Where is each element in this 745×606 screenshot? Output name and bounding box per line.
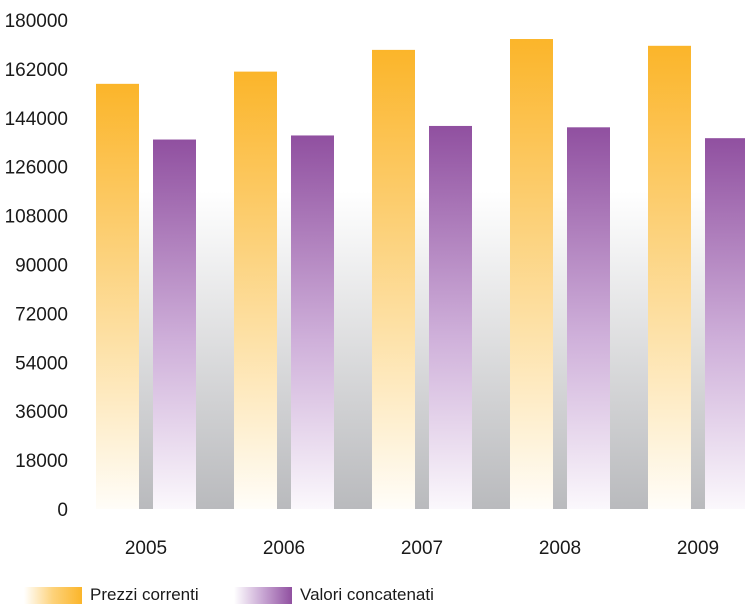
bar-valori-concatenati-2007 [429, 125, 472, 509]
y-tick-label: 162000 [5, 60, 68, 81]
y-tick-label: 54000 [15, 353, 68, 374]
y-axis-ticks: 0 18000 36000 54000 72000 90000 108000 126000 14… [5, 11, 68, 521]
x-tick-label: 2005 [125, 538, 167, 559]
bar-prezzi-correnti-2005 [96, 83, 139, 509]
x-tick-label: 2006 [263, 538, 305, 559]
legend-swatch-valori-concatenati [234, 586, 292, 604]
bar-valori-concatenati-2009 [705, 138, 745, 510]
legend-swatch-prezzi-correnti [24, 586, 82, 604]
bar-prezzi-correnti-2009 [648, 45, 691, 509]
y-tick-label: 180000 [5, 11, 68, 32]
x-tick-label: 2007 [401, 538, 443, 559]
legend-item-valori-concatenati: Valori concatenati [234, 584, 434, 606]
x-axis-ticks: 2005 2006 2007 2008 2009 [125, 538, 719, 559]
y-tick-label: 126000 [5, 158, 68, 179]
y-tick-label: 144000 [5, 109, 68, 130]
bar-chart: 0 18000 36000 54000 72000 90000 108000 126000 14… [5, 11, 745, 559]
bar-valori-concatenati-2008 [567, 127, 610, 509]
bars [96, 39, 745, 510]
y-tick-label: 18000 [15, 451, 68, 472]
legend-label-valori-concatenati: Valori concatenati [300, 585, 434, 604]
bar-valori-concatenati-2006 [291, 135, 334, 510]
y-tick-label: 108000 [5, 207, 68, 228]
y-tick-label: 72000 [15, 304, 68, 325]
legend-label-prezzi-correnti: Prezzi correnti [90, 585, 199, 604]
bar-prezzi-correnti-2007 [372, 49, 415, 510]
x-tick-label: 2008 [539, 538, 581, 559]
bar-valori-concatenati-2005 [153, 139, 196, 510]
legend-item-prezzi-correnti: Prezzi correnti [24, 584, 199, 606]
bar-prezzi-correnti-2006 [234, 71, 277, 509]
y-tick-label: 36000 [15, 402, 68, 423]
x-tick-label: 2009 [677, 538, 719, 559]
y-tick-label: 90000 [15, 256, 68, 277]
plot-background [96, 20, 745, 509]
bar-prezzi-correnti-2008 [510, 39, 553, 510]
legend: Prezzi correnti Valori concatenati [0, 584, 745, 606]
y-tick-label: 0 [57, 500, 68, 521]
